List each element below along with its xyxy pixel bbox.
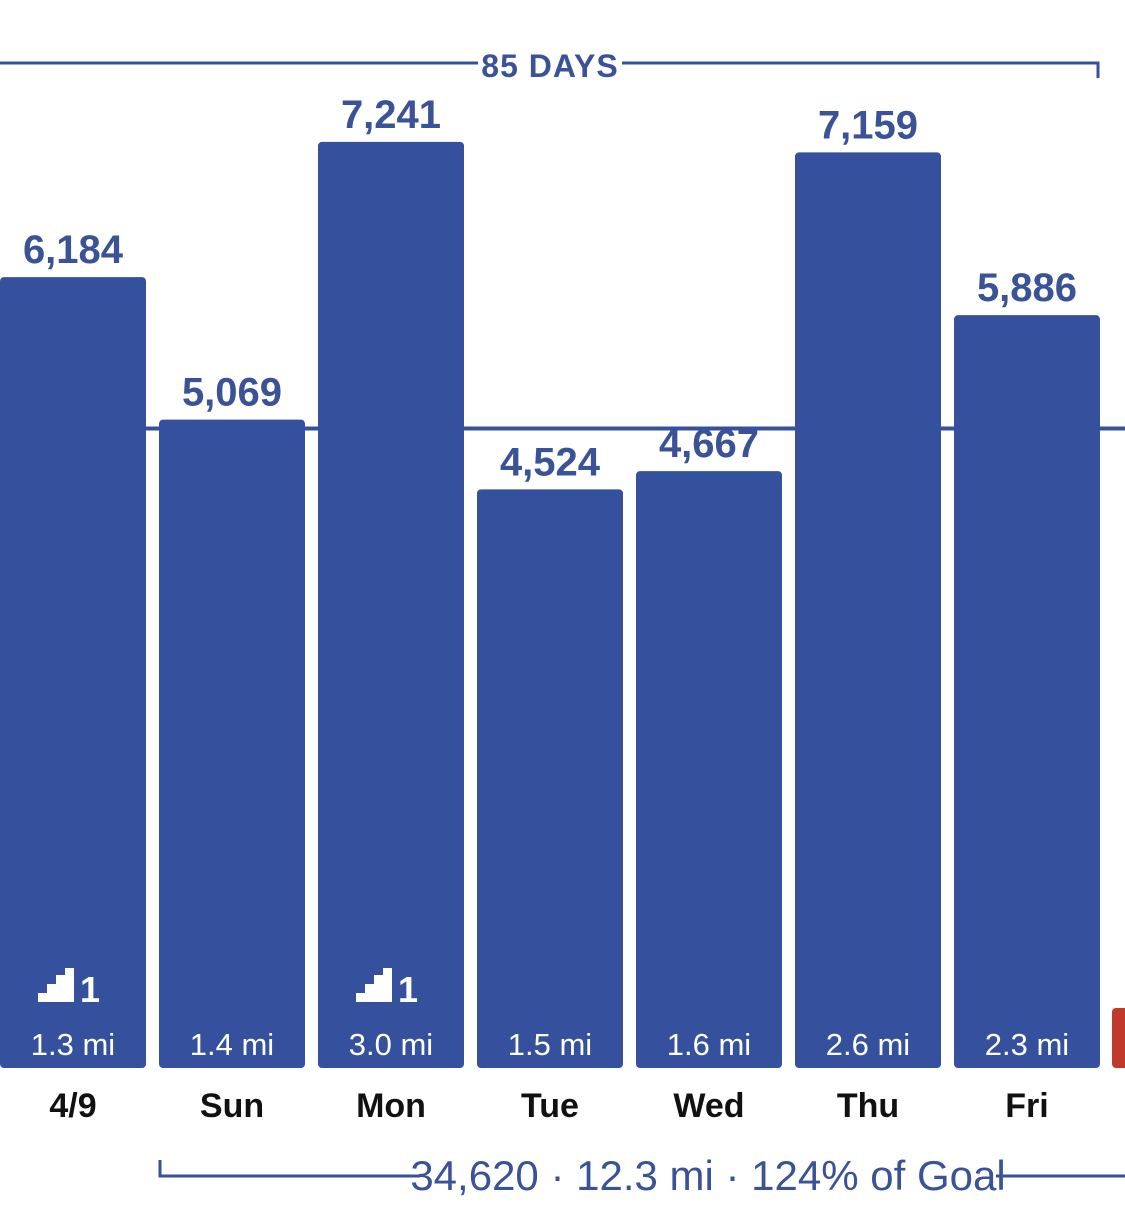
distance-label: 1.5 mi <box>508 1027 592 1062</box>
day-label: Fri <box>1005 1087 1048 1125</box>
distance-label: 3.0 mi <box>349 1027 433 1062</box>
labels: 6,184 1.3 mi 1 4/9 5,069 1.4 mi Sun 7,241 3.0 mi… <box>23 93 1077 1125</box>
value-label: 5,886 <box>977 266 1077 310</box>
bar-thu[interactable] <box>795 152 941 1069</box>
day-label: Tue <box>521 1087 579 1125</box>
top-bracket-right-line <box>622 61 1100 78</box>
summary-label: 34,620 · 12.3 mi · 124% of Goal <box>410 1152 1005 1199</box>
bar-4-9[interactable] <box>0 277 146 1068</box>
value-label: 7,241 <box>341 93 441 137</box>
day-label: Sun <box>200 1087 264 1125</box>
value-label: 5,069 <box>182 371 282 415</box>
bar-sun[interactable] <box>159 419 305 1068</box>
stairs-count: 1 <box>398 969 418 1010</box>
value-label: 7,159 <box>818 103 918 147</box>
bar-fri[interactable] <box>954 315 1100 1068</box>
value-label: 4,667 <box>659 422 759 466</box>
distance-label: 1.6 mi <box>667 1027 751 1062</box>
bar-mon[interactable] <box>318 141 464 1068</box>
bar-wed[interactable] <box>636 471 782 1068</box>
top-label: 85 DAYS <box>481 48 618 84</box>
distance-label: 2.6 mi <box>826 1027 910 1062</box>
value-label: 6,184 <box>23 228 124 272</box>
distance-label: 1.4 mi <box>190 1027 274 1062</box>
bars <box>0 141 1125 1069</box>
partial-next-bar <box>1112 1008 1125 1068</box>
distance-label: 2.3 mi <box>985 1027 1069 1062</box>
top-bracket: 85 DAYS <box>0 48 1100 84</box>
summary-bracket-left-line <box>158 1160 420 1178</box>
day-label: Mon <box>356 1087 426 1125</box>
stairs-icon <box>38 968 74 1002</box>
distance-label: 1.3 mi <box>31 1027 115 1062</box>
bar-tue[interactable] <box>477 489 623 1069</box>
day-label: Thu <box>837 1087 899 1125</box>
stairs-count: 1 <box>80 969 100 1010</box>
stairs-icon <box>356 968 392 1002</box>
summary-bracket: 34,620 · 12.3 mi · 124% of Goal <box>158 1152 1125 1199</box>
day-label: 4/9 <box>49 1087 96 1125</box>
value-label: 4,524 <box>500 440 601 484</box>
day-label: Wed <box>673 1087 744 1125</box>
